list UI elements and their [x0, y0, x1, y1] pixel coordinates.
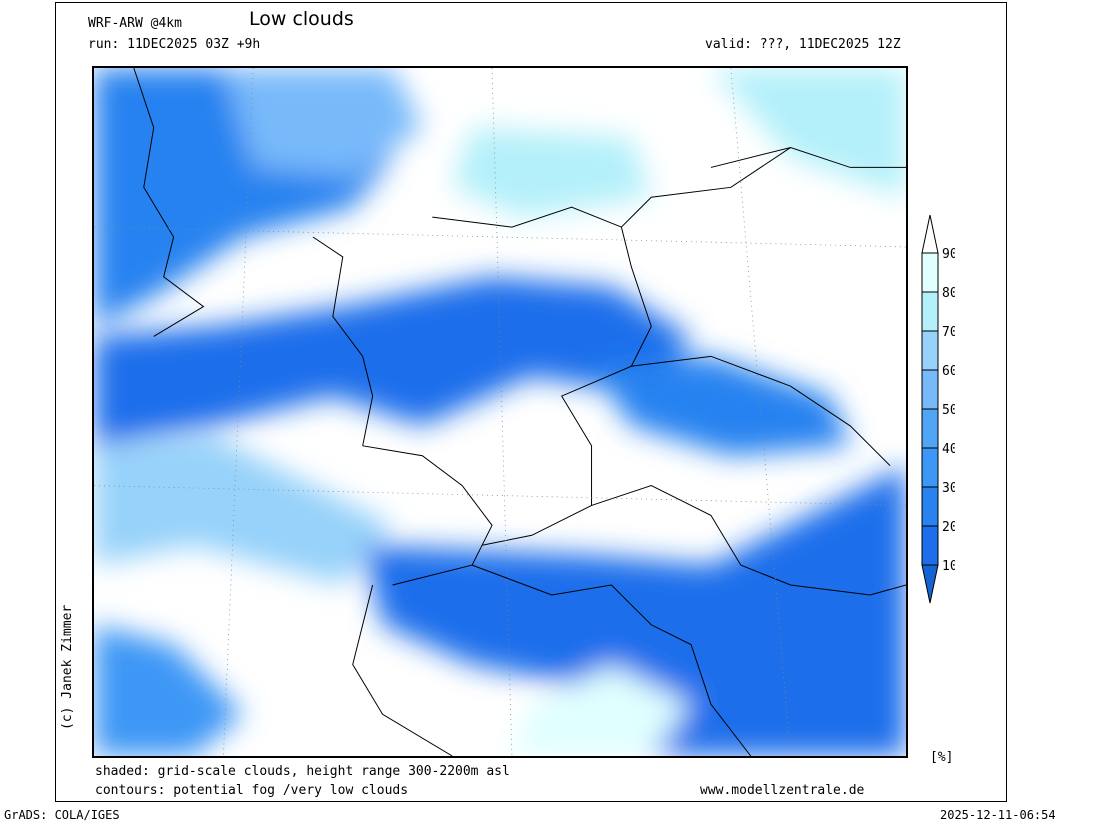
- colorbar-tick-label: 20: [942, 520, 955, 535]
- colorbar-tick-label: 10: [942, 559, 955, 574]
- cloud-map: [92, 66, 908, 758]
- colorbar-tick-label: 30: [942, 481, 955, 496]
- colorbar-bottom-arrow: [921, 564, 939, 604]
- colorbar-tick-label: 80: [942, 286, 955, 301]
- colorbar-tick-label: 90: [942, 247, 955, 262]
- cloud-shading: [94, 68, 906, 756]
- graticule: [94, 68, 906, 756]
- colorbar-tick-label: 40: [942, 442, 955, 457]
- colorbar-tick-label: 60: [942, 364, 955, 379]
- figure-frame: [55, 2, 1007, 802]
- colorbar-tick-label: 50: [942, 403, 955, 418]
- copyright-label: (c) Janek Zimmer: [60, 604, 75, 730]
- run-label: run: 11DEC2025 03Z +9h: [88, 37, 261, 52]
- colorbar-segment: [921, 252, 939, 293]
- colorbar-segment: [921, 291, 939, 332]
- country-borders: [133, 68, 906, 756]
- contours-caption: contours: potential fog /very low clouds: [95, 783, 409, 798]
- colorbar-segment: [921, 447, 939, 488]
- colorbar-tick-label: 70: [942, 325, 955, 340]
- colorbar-legend: 90 80 70 60 50 40 30 20 10: [921, 214, 955, 604]
- colorbar-segment: [921, 330, 939, 371]
- website-label: www.modellzentrale.de: [700, 783, 865, 798]
- colorbar-segment: [921, 486, 939, 527]
- shaded-caption: shaded: grid-scale clouds, height range …: [95, 764, 510, 779]
- colorbar-segment: [921, 408, 939, 449]
- grads-label: GrADS: COLA/IGES: [4, 808, 120, 822]
- timestamp-label: 2025-12-11-06:54: [940, 808, 1056, 822]
- unit-label: [%]: [930, 750, 954, 765]
- page-title: Low clouds: [249, 8, 354, 30]
- valid-label: valid: ???, 11DEC2025 12Z: [705, 37, 901, 52]
- colorbar-segment: [921, 369, 939, 410]
- colorbar-segment: [921, 525, 939, 566]
- model-label: WRF-ARW @4km: [88, 16, 182, 31]
- colorbar-top-arrow: [921, 214, 939, 254]
